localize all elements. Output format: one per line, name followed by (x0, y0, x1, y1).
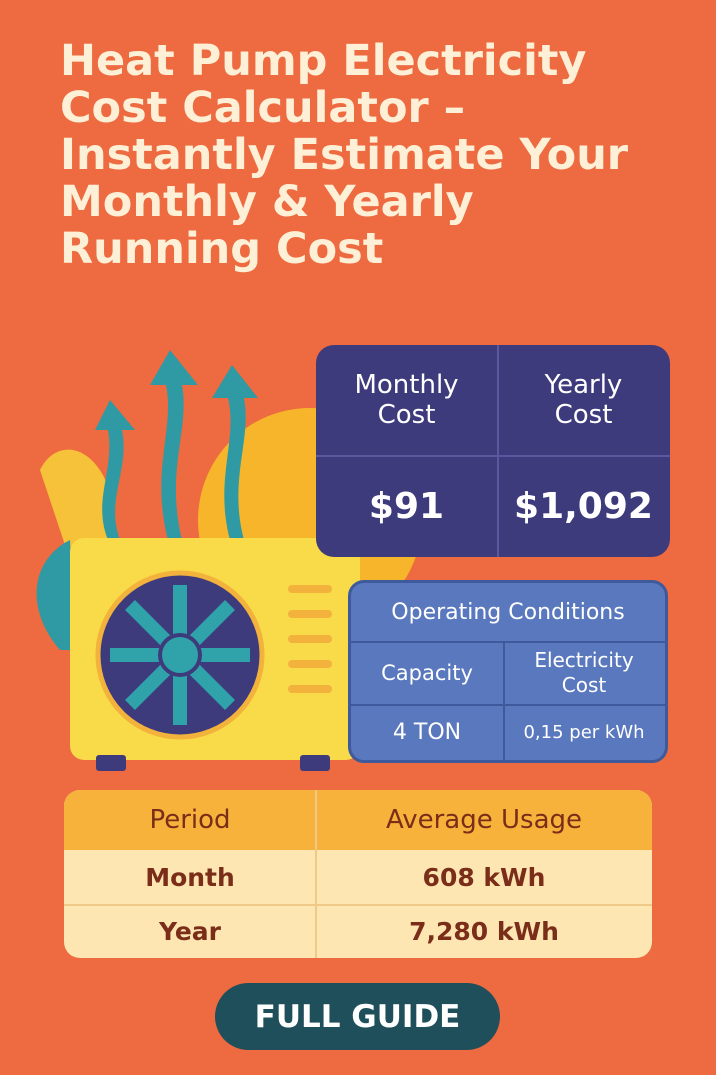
header-cell: Capacity (381, 660, 473, 685)
divider (316, 455, 670, 457)
header-cell: Average Usage (385, 805, 583, 835)
cell: Year (159, 916, 221, 946)
divider (497, 345, 499, 557)
divider (315, 790, 317, 958)
title: Heat Pump Electricity Cost Calculator – … (60, 36, 629, 274)
header-cell: Yearly Cost (544, 370, 623, 430)
divider (64, 904, 652, 906)
value-cell: $1,092 (514, 485, 653, 527)
header-cell: Electricity Cost (534, 647, 634, 697)
divider (351, 704, 665, 706)
full-guide-button[interactable]: FULL GUIDE (215, 983, 500, 1050)
value-cell: 0,15 per kWh (523, 721, 645, 743)
value-cell: 4 TON (392, 719, 462, 745)
ops-title: Operating Conditions (391, 599, 625, 625)
cell: 608 kWh (422, 862, 546, 892)
header-cell: Monthly Cost (354, 370, 459, 430)
operating-conditions: Operating Conditions Capacity Electricit… (348, 580, 668, 763)
divider (351, 641, 665, 643)
header-cell: Period (149, 805, 231, 835)
cost-table: Monthly Cost Yearly Cost $91 $1,092 (316, 345, 670, 557)
value-cell: $91 (368, 485, 445, 527)
cell: 7,280 kWh (409, 916, 559, 946)
header-row (64, 790, 652, 850)
usage-table: Period Average Usage Month 608 kWh Year … (64, 790, 652, 958)
cell: Month (145, 862, 235, 892)
divider (503, 641, 505, 760)
